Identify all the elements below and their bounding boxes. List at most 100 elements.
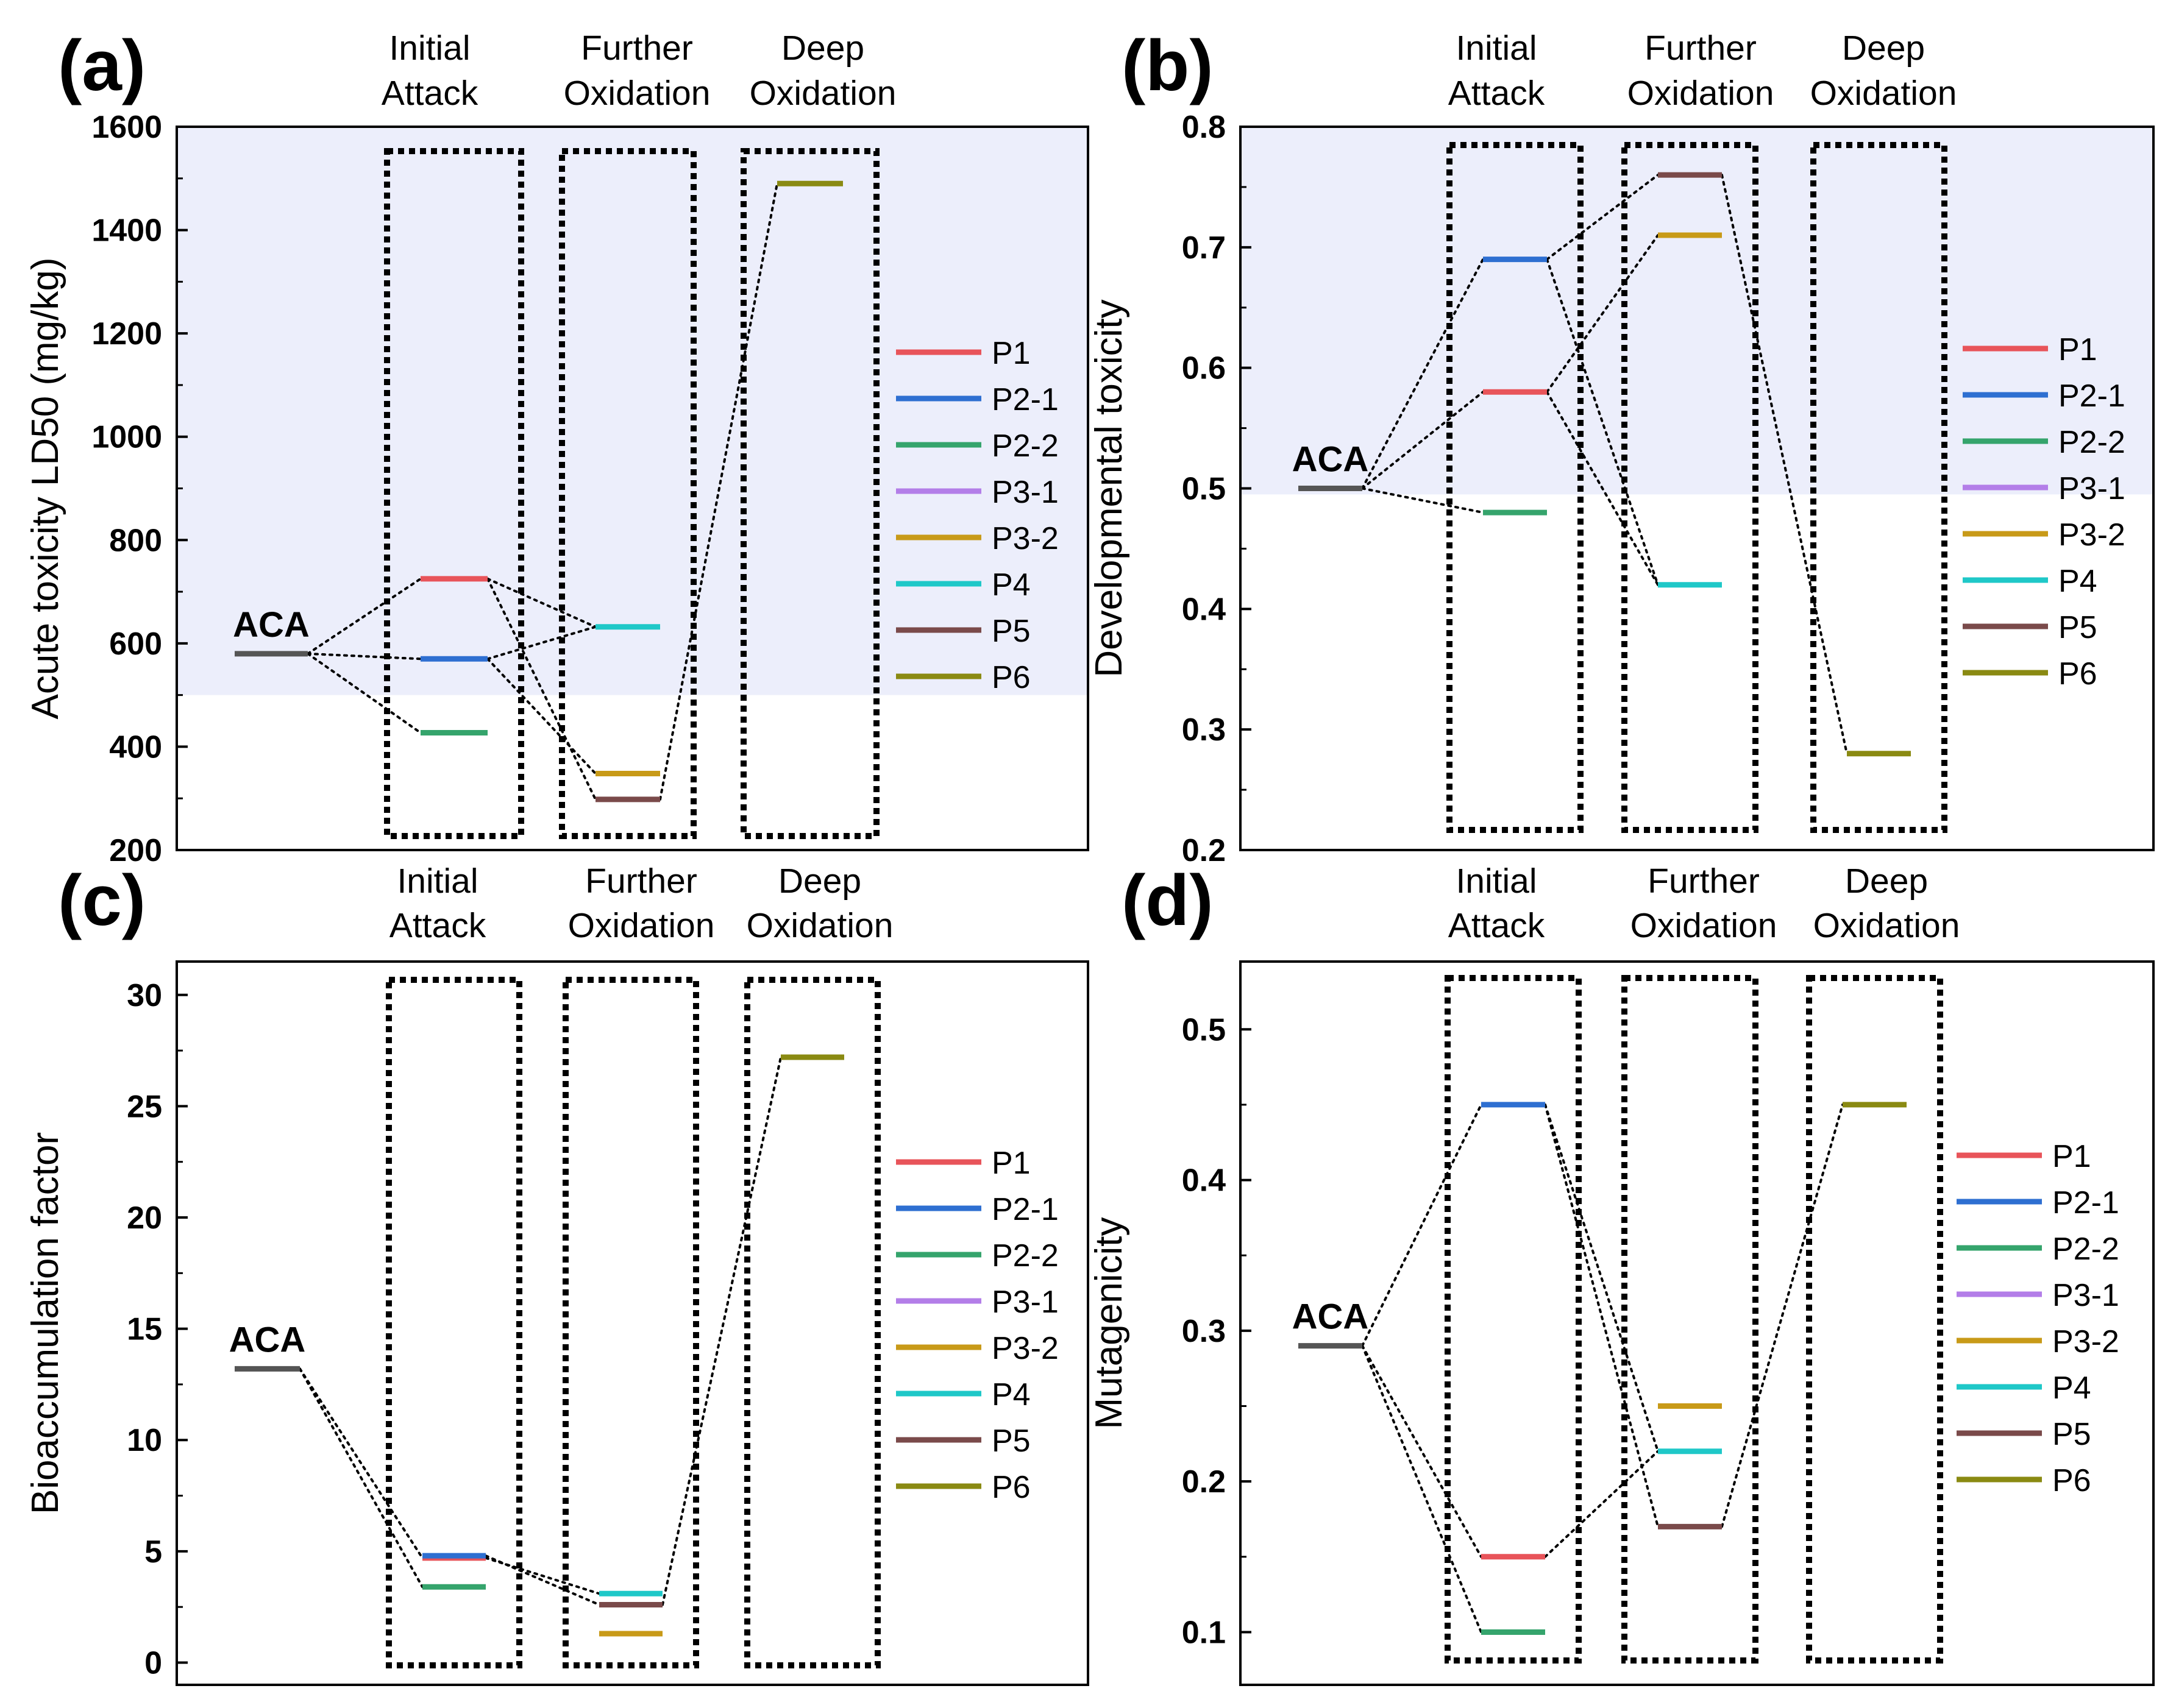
legend-entry-P5: P5 <box>992 1423 1031 1459</box>
y-tick-label: 0.5 <box>1182 472 1226 507</box>
legend-entry-P4: P4 <box>2052 1370 2091 1406</box>
stage-box <box>1445 975 1582 1664</box>
link-P5-P6 <box>659 182 778 801</box>
legend-entry-P6: P6 <box>992 1470 1031 1505</box>
link-P1-P5 <box>486 577 597 801</box>
link-P1-P4 <box>485 1556 600 1595</box>
stage-box <box>559 148 697 839</box>
stage-label-line1: Deep <box>778 862 861 901</box>
panel-label: (d) <box>1122 860 1214 941</box>
y-tick-label: 0.4 <box>1182 592 1226 627</box>
y-tick-label: 1600 <box>91 110 162 145</box>
stage-label-line2: Oxidation <box>568 906 715 945</box>
y-tick-label: 0.2 <box>1182 833 1226 868</box>
stage-box <box>1446 142 1584 833</box>
y-tick-label: 1200 <box>91 316 162 352</box>
stage-box <box>744 977 881 1668</box>
aca-label: ACA <box>233 605 310 645</box>
stage-label-line2: Attack <box>1448 74 1545 113</box>
legend-entry-P2-2: P2-2 <box>992 428 1059 464</box>
legend-entry-P1: P1 <box>992 336 1031 371</box>
legend-entry-P3-1: P3-1 <box>992 475 1059 510</box>
legend-entry-P2-2: P2-2 <box>992 1238 1059 1274</box>
legend-entry-P3-2: P3-2 <box>2052 1324 2119 1359</box>
legend-entry-P3-1: P3-1 <box>2052 1278 2119 1313</box>
stage-label-line2: Oxidation <box>1813 906 1960 945</box>
link-ACA-P2-2 <box>307 652 422 734</box>
y-tick-label: 20 <box>127 1200 162 1236</box>
y-tick-label: 25 <box>127 1089 162 1124</box>
link-P5-P6 <box>1721 174 1848 755</box>
y-tick-label: 1400 <box>91 213 162 249</box>
stage-label-line1: Initial <box>1456 862 1537 901</box>
link-P2-1-P4 <box>1546 258 1659 586</box>
link-ACA-P2-1 <box>1361 1103 1482 1347</box>
link-P2-1-P5 <box>1546 174 1659 261</box>
y-tick-label: 0.6 <box>1182 351 1226 386</box>
stage-label-line2: Oxidation <box>564 74 711 113</box>
stage-box <box>1621 975 1758 1664</box>
link-P1-P4 <box>1546 391 1659 586</box>
legend-entry-P2-1: P2-1 <box>2058 378 2125 414</box>
y-tick-label: 0.4 <box>1182 1163 1226 1199</box>
y-tick-label: 30 <box>127 978 162 1013</box>
y-tick-label: 800 <box>109 523 162 558</box>
stage-label-line1: Initial <box>397 862 478 901</box>
link-P2-1-P5 <box>485 1554 600 1606</box>
stage-box <box>384 148 524 839</box>
panel-label: (a) <box>58 26 146 106</box>
y-tick-label: 15 <box>127 1312 162 1347</box>
stage-box <box>386 977 522 1668</box>
y-tick-label: 0.2 <box>1182 1464 1226 1500</box>
legend-entry-P2-2: P2-2 <box>2052 1231 2119 1267</box>
y-tick-label: 0.7 <box>1182 230 1226 266</box>
y-axis-label: Developmental toxicity <box>1088 299 1130 677</box>
stage-label-line2: Oxidation <box>1630 906 1777 945</box>
legend-entry-P2-2: P2-2 <box>2058 425 2125 460</box>
legend-entry-P4: P4 <box>992 1377 1031 1412</box>
shaded-region <box>1240 127 2153 495</box>
link-ACA-P1 <box>1361 1344 1482 1558</box>
y-axis-label: Bioaccumulation factor <box>24 1132 66 1514</box>
stage-label-line1: Further <box>581 29 693 68</box>
legend-entry-P6: P6 <box>2058 656 2097 692</box>
legend-entry-P1: P1 <box>2058 332 2097 367</box>
link-ACA-P2-1 <box>307 652 422 661</box>
legend-entry-P5: P5 <box>2052 1417 2091 1452</box>
y-tick-label: 0.3 <box>1182 712 1226 748</box>
chart-panel-a: (a) Acute toxicity LD50 (mg/kg) 200 400 600 8… <box>24 26 1089 868</box>
link-P1-P4 <box>486 577 597 628</box>
legend-entry-P2-1: P2-1 <box>992 382 1059 417</box>
link-P1-P4 <box>1544 1450 1659 1558</box>
chart-panel-d: (d) Mutagenicity 0.1 0.2 0.3 0.4 0.5 Initial Att… <box>1088 860 2155 1686</box>
y-tick-label: 0.3 <box>1182 1314 1226 1349</box>
stage-label-line1: Deep <box>1842 29 1925 68</box>
link-P2-1-P5 <box>1544 1103 1659 1528</box>
y-axis-label: Mutagenicity <box>1088 1217 1130 1429</box>
stage-label-line2: Oxidation <box>750 74 897 113</box>
aca-label: ACA <box>1292 1297 1369 1337</box>
panel-label: (b) <box>1122 26 1214 106</box>
legend-entry-P3-2: P3-2 <box>992 1331 1059 1366</box>
aca-label: ACA <box>229 1320 306 1359</box>
link-P1-P3-2 <box>1546 234 1659 394</box>
stage-label-line1: Deep <box>1845 862 1928 901</box>
link-P5-P6 <box>1721 1103 1844 1528</box>
stage-box <box>741 148 880 839</box>
y-tick-label: 1000 <box>91 420 162 455</box>
link-ACA-P2-2 <box>299 1367 424 1589</box>
stage-label-line1: Further <box>1648 862 1760 901</box>
stage-label-line2: Attack <box>382 74 478 113</box>
y-tick-label: 10 <box>127 1423 162 1458</box>
chart-panel-b: (b) Developmental toxicity 0.2 0.3 0.4 0.5 0.6… <box>1088 26 2155 868</box>
stage-box <box>563 977 699 1668</box>
y-tick-label: 0.5 <box>1182 1012 1226 1047</box>
legend-entry-P2-1: P2-1 <box>992 1192 1059 1227</box>
y-tick-label: 0.8 <box>1182 110 1226 145</box>
legend-entry-P3-2: P3-2 <box>992 521 1059 556</box>
y-tick-label: 600 <box>109 626 162 662</box>
link-P5-P6 <box>661 1056 782 1606</box>
chart-panel-c: (c) Bioaccumulation factor 0 5 10 15 20 25 30 Ini… <box>24 860 1089 1686</box>
stage-label-line2: Oxidation <box>1627 74 1774 113</box>
stage-label-line2: Oxidation <box>747 906 894 945</box>
